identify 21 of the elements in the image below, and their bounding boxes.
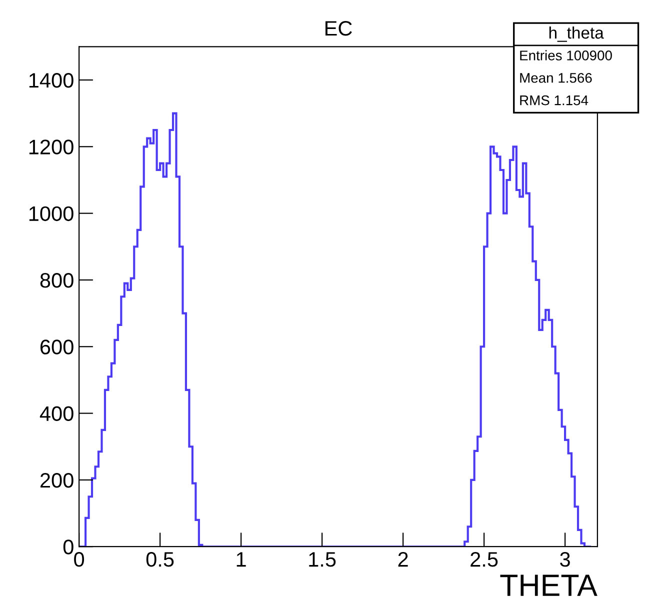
x-tick-label: 0.5 (146, 552, 174, 567)
y-tick-label: 400 (40, 406, 74, 422)
y-tick-label: 1200 (29, 140, 74, 154)
y-tick-label: 800 (40, 272, 74, 288)
x-tick-label: 2.5 (470, 552, 498, 567)
y-tick-label: 1400 (29, 72, 74, 88)
text: h_theta (549, 26, 604, 42)
x-tick-label: 3 (560, 552, 570, 567)
annotation: RMS 1.154 (520, 95, 588, 106)
annotation: Entries 100900 (520, 50, 612, 60)
y-tick-label: 1000 (29, 206, 74, 222)
y-tick-label: 200 (40, 472, 74, 488)
y-tick-label: 600 (40, 340, 74, 354)
x-tick-label: 0 (74, 552, 84, 567)
y-tick-label: 0 (63, 540, 74, 554)
x-tick-label: 2 (398, 552, 408, 567)
x-tick-label: 1 (236, 552, 246, 567)
x-tick-label: 1.5 (309, 552, 336, 567)
annotation: Mean 1.566 (520, 72, 592, 83)
x-axis-title: THETA (500, 574, 598, 596)
chart-title: EC (325, 21, 352, 36)
